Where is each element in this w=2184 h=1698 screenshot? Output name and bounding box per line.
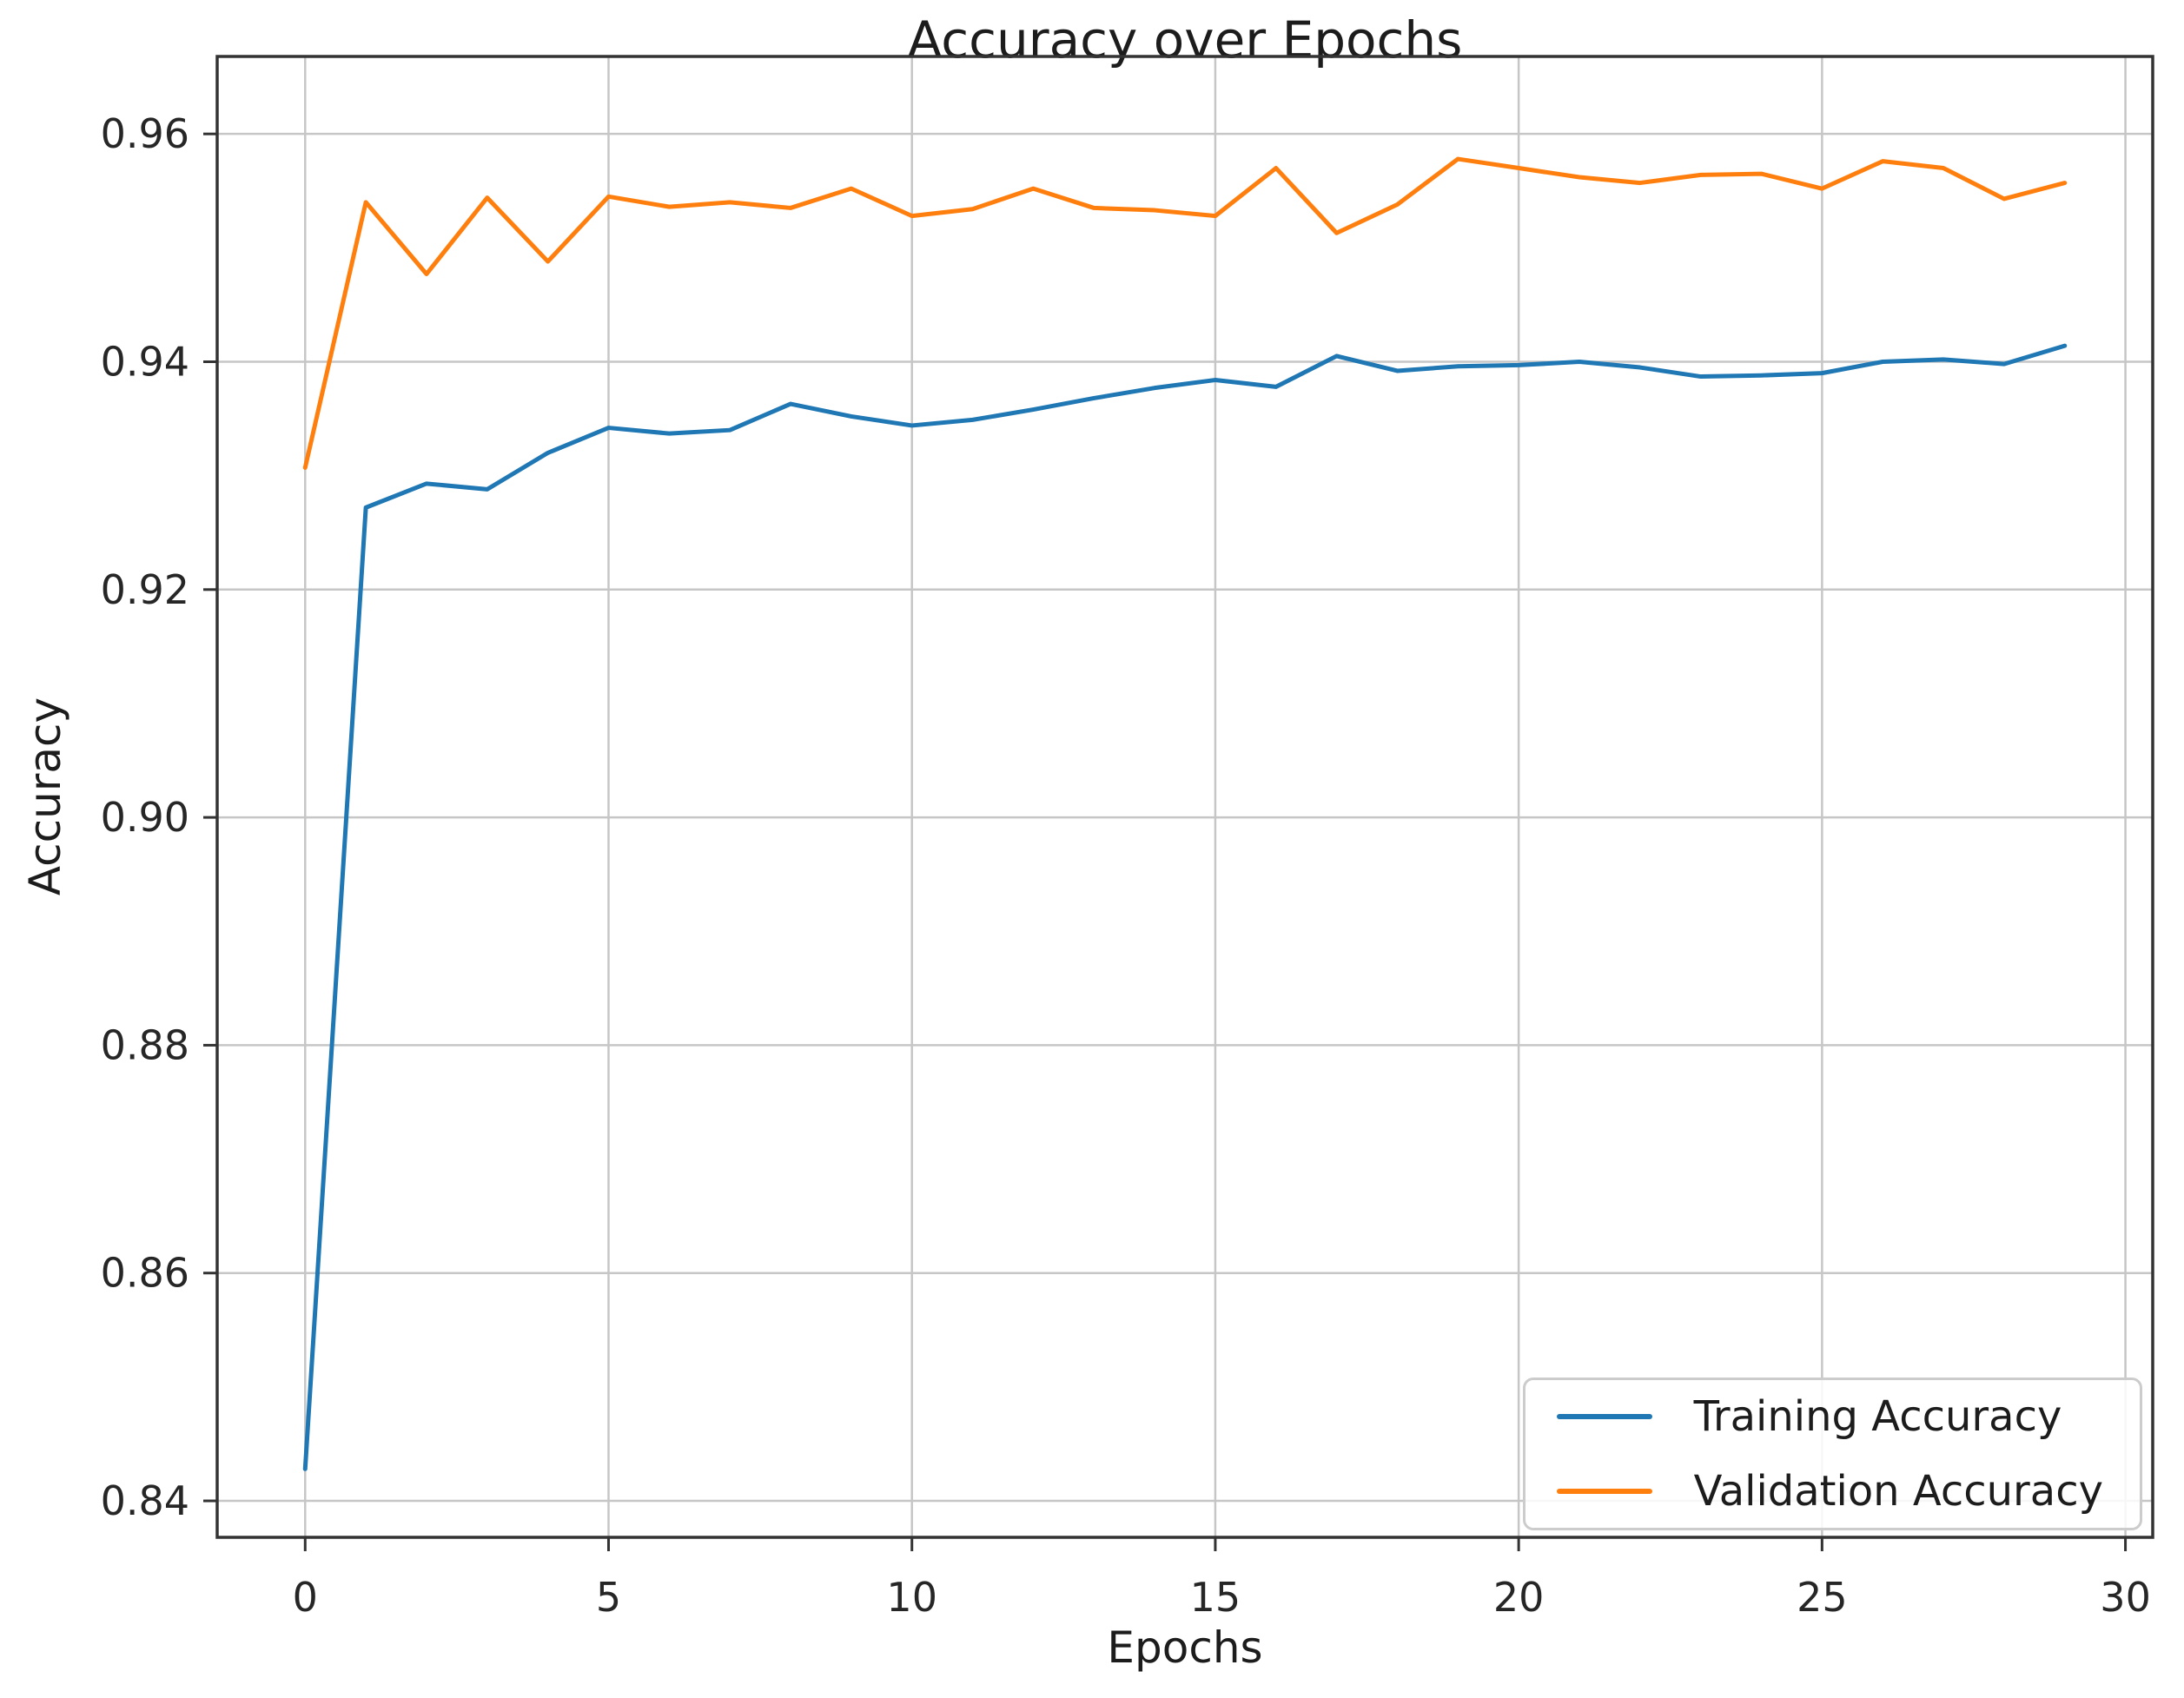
y-tick-label-0.84: 0.84 bbox=[101, 1477, 189, 1524]
y-tick-label-0.92: 0.92 bbox=[101, 566, 189, 613]
legend-label-training: Training Accuracy bbox=[1693, 1392, 2062, 1441]
validation-line-swatch bbox=[1556, 1489, 1652, 1494]
y-tick-label-0.86: 0.86 bbox=[101, 1250, 189, 1297]
axes-spines bbox=[215, 55, 2154, 1539]
x-tick-label-0: 0 bbox=[293, 1574, 318, 1621]
x-tick-label-10: 10 bbox=[886, 1574, 937, 1621]
x-tick-label-25: 25 bbox=[1797, 1574, 1848, 1621]
legend-item-training: Training Accuracy bbox=[1556, 1392, 2103, 1441]
validation-accuracy-line bbox=[302, 156, 2068, 470]
legend-label-validation: Validation Accuracy bbox=[1693, 1467, 2103, 1516]
x-tick-label-5: 5 bbox=[596, 1574, 621, 1621]
chart-title: Accuracy over Epochs bbox=[907, 10, 1463, 69]
training-line-swatch bbox=[1556, 1414, 1652, 1419]
x-tick-label-30: 30 bbox=[2100, 1574, 2151, 1621]
x-tick-label-15: 15 bbox=[1190, 1574, 1241, 1621]
y-tick-label-0.96: 0.96 bbox=[101, 110, 189, 157]
training-accuracy-line bbox=[302, 343, 2068, 1471]
x-axis-label: Epochs bbox=[1107, 1622, 1263, 1673]
y-tick-label-0.94: 0.94 bbox=[101, 338, 189, 385]
legend-item-validation: Validation Accuracy bbox=[1556, 1467, 2103, 1516]
x-tick-label-20: 20 bbox=[1493, 1574, 1545, 1621]
legend: Training Accuracy Validation Accuracy bbox=[1522, 1378, 2142, 1530]
y-tick-label-0.90: 0.90 bbox=[101, 794, 189, 841]
y-tick-label-0.88: 0.88 bbox=[101, 1021, 189, 1068]
